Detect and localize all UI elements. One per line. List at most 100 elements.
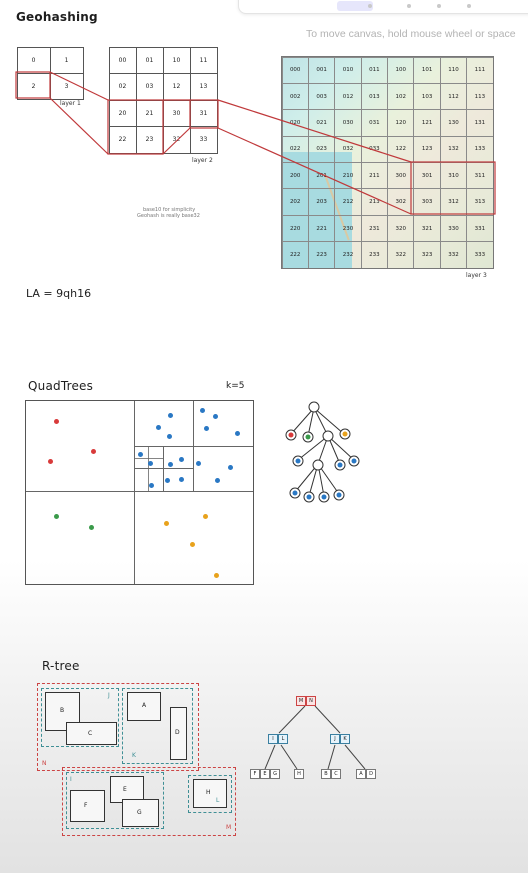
rtree-mid-node-left: I L [268, 734, 288, 744]
layer2-cell: 33 [189, 126, 218, 154]
geohash-zoom-connectors [15, 71, 496, 215]
rtree-leaf-B: B [321, 769, 331, 779]
rtree-box-D [170, 707, 187, 760]
canvas-hint: To move canvas, hold mouse wheel or spac… [306, 28, 516, 40]
layer2-label: layer 2 [192, 157, 213, 164]
qt-divider-h [26, 491, 253, 492]
layer3-grid: 000 001 010 011 100 101 110 111 002 003 012 013 102 1… [282, 57, 493, 268]
qt-point-blue [204, 426, 209, 431]
rtree-leaf-E: E [260, 769, 270, 779]
layer3-label: layer 3 [466, 272, 487, 279]
rtree-leaf-D: D [366, 769, 376, 779]
quadtree-tree [285, 401, 360, 503]
rtree-label-N: N [42, 760, 47, 767]
rtree-tree-edges [264, 705, 366, 770]
rtree-title: R-tree [42, 659, 80, 673]
qt-point-blue [179, 477, 184, 482]
qt-point-red [91, 449, 96, 454]
rtree-group-L [188, 775, 232, 813]
qt-point-blue [148, 461, 153, 466]
qt-point-orange [214, 573, 219, 578]
rtree-node-I: I [268, 734, 278, 744]
rtree-leaf-FEG: F E G [250, 769, 280, 779]
qt-point-green [89, 525, 94, 530]
qt-point-blue [167, 434, 172, 439]
rtree-label-H: H [206, 789, 211, 796]
qt-point-blue [235, 431, 240, 436]
rtree-leaf-C: C [331, 769, 341, 779]
rtree-group-I [66, 772, 164, 829]
qt-point-blue [149, 483, 154, 488]
rtree-label-D: D [175, 729, 180, 736]
rtree-leaf-H-node: H [294, 769, 304, 779]
la-geohash-text: LA = 9qh16 [26, 287, 92, 300]
rtree-box-F [70, 790, 105, 822]
qt-point-blue [215, 478, 220, 483]
rtree-root-node: M N [296, 696, 316, 706]
quadtree-diagram [25, 400, 254, 585]
qt-divider-v4 [148, 446, 149, 491]
rtree-label-G: G [137, 809, 142, 816]
rtree-node-L: L [278, 734, 288, 744]
qt-point-orange [164, 521, 169, 526]
toolbar-dot-icon [407, 4, 411, 8]
qt-point-blue [213, 414, 218, 419]
rtree-leaf-AD: A D [356, 769, 376, 779]
rtree-leaf-A: A [356, 769, 366, 779]
rtree-leaf-F: F [250, 769, 260, 779]
qt-point-orange [190, 542, 195, 547]
qt-point-blue [138, 452, 143, 457]
drawing-toolbar[interactable] [238, 0, 528, 14]
rtree-box-C [66, 722, 117, 745]
toolbar-dot-icon [467, 4, 471, 8]
qt-point-blue [168, 413, 173, 418]
layer3-map: 000 001 010 011 100 101 110 111 002 003 012 013 102 1… [281, 56, 494, 269]
rtree-box-E [110, 776, 144, 803]
qt-point-orange [203, 514, 208, 519]
rtree-label-E: E [123, 786, 127, 793]
rtree-group-J [41, 688, 119, 747]
rtree-label-F: F [84, 802, 88, 809]
rtree-mid-node-right: J K [330, 734, 350, 744]
rtree-leaf-H: H [294, 769, 304, 779]
rtree-node-M: M [296, 696, 306, 706]
qt-point-blue [165, 478, 170, 483]
qt-divider-v [134, 401, 135, 584]
rtree-group-M [62, 767, 236, 836]
qt-point-blue [179, 457, 184, 462]
qt-point-blue [228, 465, 233, 470]
quadtrees-title: QuadTrees [28, 379, 94, 393]
active-tool-button[interactable] [337, 1, 373, 11]
qt-point-red [48, 459, 53, 464]
rtree-box-G [122, 799, 159, 827]
rtree-label-C: C [88, 730, 93, 737]
qt-divider-h2 [134, 446, 253, 447]
rtree-label-I: I [70, 776, 72, 783]
rtree-leaf-BC: B C [321, 769, 341, 779]
rtree-group-N [37, 683, 199, 771]
rtree-label-A: A [142, 702, 147, 709]
qt-divider-h3 [134, 468, 193, 469]
quadtree-k-label: k=5 [226, 381, 245, 391]
rtree-node-K: K [340, 734, 350, 744]
rtree-label-M: M [226, 824, 232, 831]
qt-point-red [54, 419, 59, 424]
rtree-label-L: L [216, 797, 220, 804]
rtree-group-K [122, 688, 193, 764]
toolbar-dot-icon [368, 4, 372, 8]
layer1-label: layer 1 [60, 100, 81, 107]
layer3-cell: 333 [466, 241, 493, 268]
rtree-node-N: N [306, 696, 316, 706]
rtree-label-B: B [60, 707, 65, 714]
rtree-label-J: J [108, 692, 110, 699]
geohash-note-2: Geohash is really base32 [137, 213, 200, 219]
geohashing-title: Geohashing [16, 10, 98, 24]
rtree-node-J: J [330, 734, 340, 744]
qt-point-green [54, 514, 59, 519]
map-ocean [282, 152, 352, 268]
geohash-note-1: base10 for simplicity [143, 207, 196, 213]
qt-point-blue [200, 408, 205, 413]
qt-point-blue [196, 461, 201, 466]
qt-point-blue [168, 462, 173, 467]
